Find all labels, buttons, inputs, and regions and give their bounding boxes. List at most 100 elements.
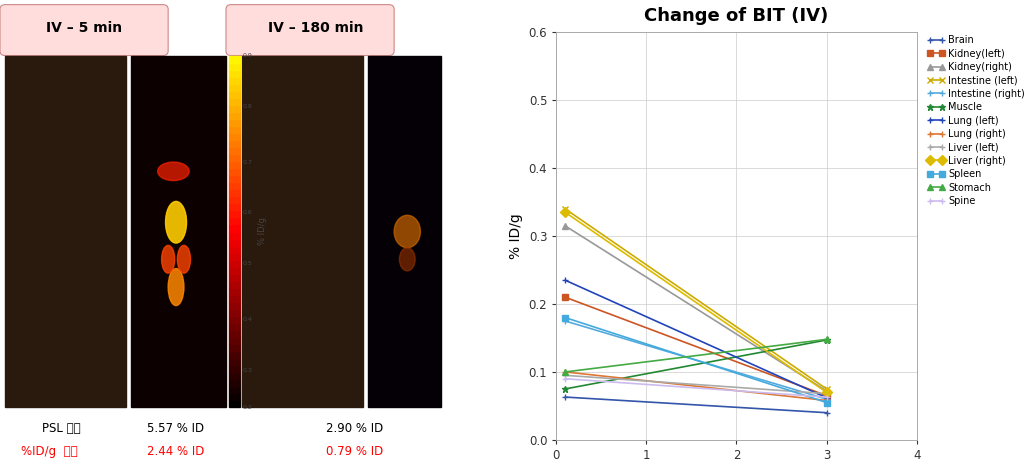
Bar bbox=[229, 260, 240, 267]
Bar bbox=[229, 175, 240, 182]
Ellipse shape bbox=[177, 245, 191, 273]
Bar bbox=[229, 56, 240, 63]
Lung (left) bbox=[559, 277, 571, 283]
Text: % ID/g: % ID/g bbox=[259, 218, 267, 245]
Lung (right) bbox=[559, 369, 571, 375]
Line: Spleen: Spleen bbox=[562, 314, 830, 406]
Bar bbox=[229, 182, 240, 189]
Text: 2.90 % ID: 2.90 % ID bbox=[326, 422, 383, 435]
Spine bbox=[559, 376, 571, 382]
Kidney(right) bbox=[559, 223, 571, 229]
Lung (left) bbox=[821, 395, 833, 400]
Text: 0.5: 0.5 bbox=[243, 262, 252, 266]
Bar bbox=[229, 351, 240, 358]
Line: Spine: Spine bbox=[562, 375, 830, 400]
Title: Change of BIT (IV): Change of BIT (IV) bbox=[644, 7, 829, 25]
Bar bbox=[229, 238, 240, 245]
Bar bbox=[229, 210, 240, 218]
Text: 0.9: 0.9 bbox=[243, 53, 252, 58]
Kidney(right) bbox=[821, 388, 833, 394]
Stomach bbox=[821, 337, 833, 342]
Spine bbox=[821, 394, 833, 400]
Kidney(left) bbox=[559, 294, 571, 300]
Bar bbox=[229, 119, 240, 126]
Text: 0.4: 0.4 bbox=[243, 317, 252, 322]
Line: Liver (left): Liver (left) bbox=[562, 372, 830, 397]
Bar bbox=[229, 105, 240, 112]
Bar bbox=[229, 394, 240, 400]
Bar bbox=[229, 344, 240, 351]
Liver (right) bbox=[821, 389, 833, 395]
Text: IV – 180 min: IV – 180 min bbox=[268, 21, 363, 35]
Bar bbox=[229, 337, 240, 344]
Bar bbox=[229, 365, 240, 372]
Bar bbox=[229, 309, 240, 316]
Bar bbox=[229, 379, 240, 386]
Y-axis label: % ID/g: % ID/g bbox=[509, 213, 523, 259]
Bar bbox=[229, 302, 240, 309]
Bar bbox=[229, 196, 240, 203]
Bar bbox=[229, 281, 240, 288]
Bar bbox=[229, 358, 240, 365]
Spleen bbox=[559, 315, 571, 320]
Bar bbox=[229, 330, 240, 337]
Lung (right) bbox=[821, 398, 833, 403]
Bar bbox=[229, 189, 240, 196]
Bar bbox=[229, 133, 240, 140]
Text: 5.57 % ID: 5.57 % ID bbox=[147, 422, 204, 435]
Bar bbox=[229, 288, 240, 295]
Text: 0.7: 0.7 bbox=[243, 160, 252, 164]
Text: 0.8: 0.8 bbox=[243, 104, 252, 109]
Bar bbox=[229, 274, 240, 281]
Bar bbox=[229, 77, 240, 84]
Bar bbox=[242, 56, 362, 407]
Stomach bbox=[559, 369, 571, 375]
Ellipse shape bbox=[399, 248, 416, 271]
Kidney(left) bbox=[821, 393, 833, 399]
Bar bbox=[229, 154, 240, 161]
Muscle bbox=[559, 386, 571, 392]
Bar bbox=[229, 112, 240, 119]
Ellipse shape bbox=[394, 215, 421, 248]
Intestine (left) bbox=[559, 206, 571, 212]
Bar bbox=[229, 140, 240, 147]
Bar bbox=[229, 98, 240, 105]
Text: 0.3: 0.3 bbox=[243, 368, 252, 373]
Line: Liver (right): Liver (right) bbox=[562, 209, 830, 396]
Line: Brain: Brain bbox=[562, 394, 830, 416]
Bar bbox=[229, 63, 240, 69]
Bar bbox=[229, 84, 240, 91]
Intestine (left) bbox=[821, 386, 833, 392]
Liver (left) bbox=[559, 373, 571, 378]
Text: PSL 기준: PSL 기준 bbox=[42, 422, 81, 435]
Bar bbox=[229, 69, 240, 77]
Bar bbox=[229, 400, 240, 407]
Spleen bbox=[821, 400, 833, 405]
FancyBboxPatch shape bbox=[226, 5, 394, 56]
Bar bbox=[229, 245, 240, 253]
Bar bbox=[229, 386, 240, 394]
Bar bbox=[229, 126, 240, 133]
Text: %ID/g  기준: %ID/g 기준 bbox=[21, 445, 78, 458]
Intestine (right) bbox=[821, 396, 833, 402]
Bar bbox=[131, 56, 226, 407]
Bar bbox=[229, 225, 240, 232]
Text: 0.2: 0.2 bbox=[243, 405, 252, 410]
FancyBboxPatch shape bbox=[0, 5, 168, 56]
Muscle bbox=[821, 337, 833, 343]
Line: Kidney(left): Kidney(left) bbox=[562, 294, 830, 399]
Bar bbox=[229, 161, 240, 168]
Ellipse shape bbox=[158, 162, 189, 181]
Text: IV – 5 min: IV – 5 min bbox=[46, 21, 122, 35]
Bar bbox=[229, 267, 240, 274]
Liver (right) bbox=[559, 210, 571, 215]
Bar bbox=[368, 56, 441, 407]
Line: Muscle: Muscle bbox=[562, 337, 830, 392]
Bar bbox=[229, 168, 240, 175]
Ellipse shape bbox=[165, 201, 187, 243]
Brain bbox=[559, 394, 571, 400]
Legend: Brain, Kidney(left), Kidney(right), Intestine (left), Intestine (right), Muscle,: Brain, Kidney(left), Kidney(right), Inte… bbox=[925, 33, 1026, 208]
Text: 0.79 % ID: 0.79 % ID bbox=[326, 445, 383, 458]
Bar bbox=[229, 203, 240, 210]
Bar bbox=[5, 56, 126, 407]
